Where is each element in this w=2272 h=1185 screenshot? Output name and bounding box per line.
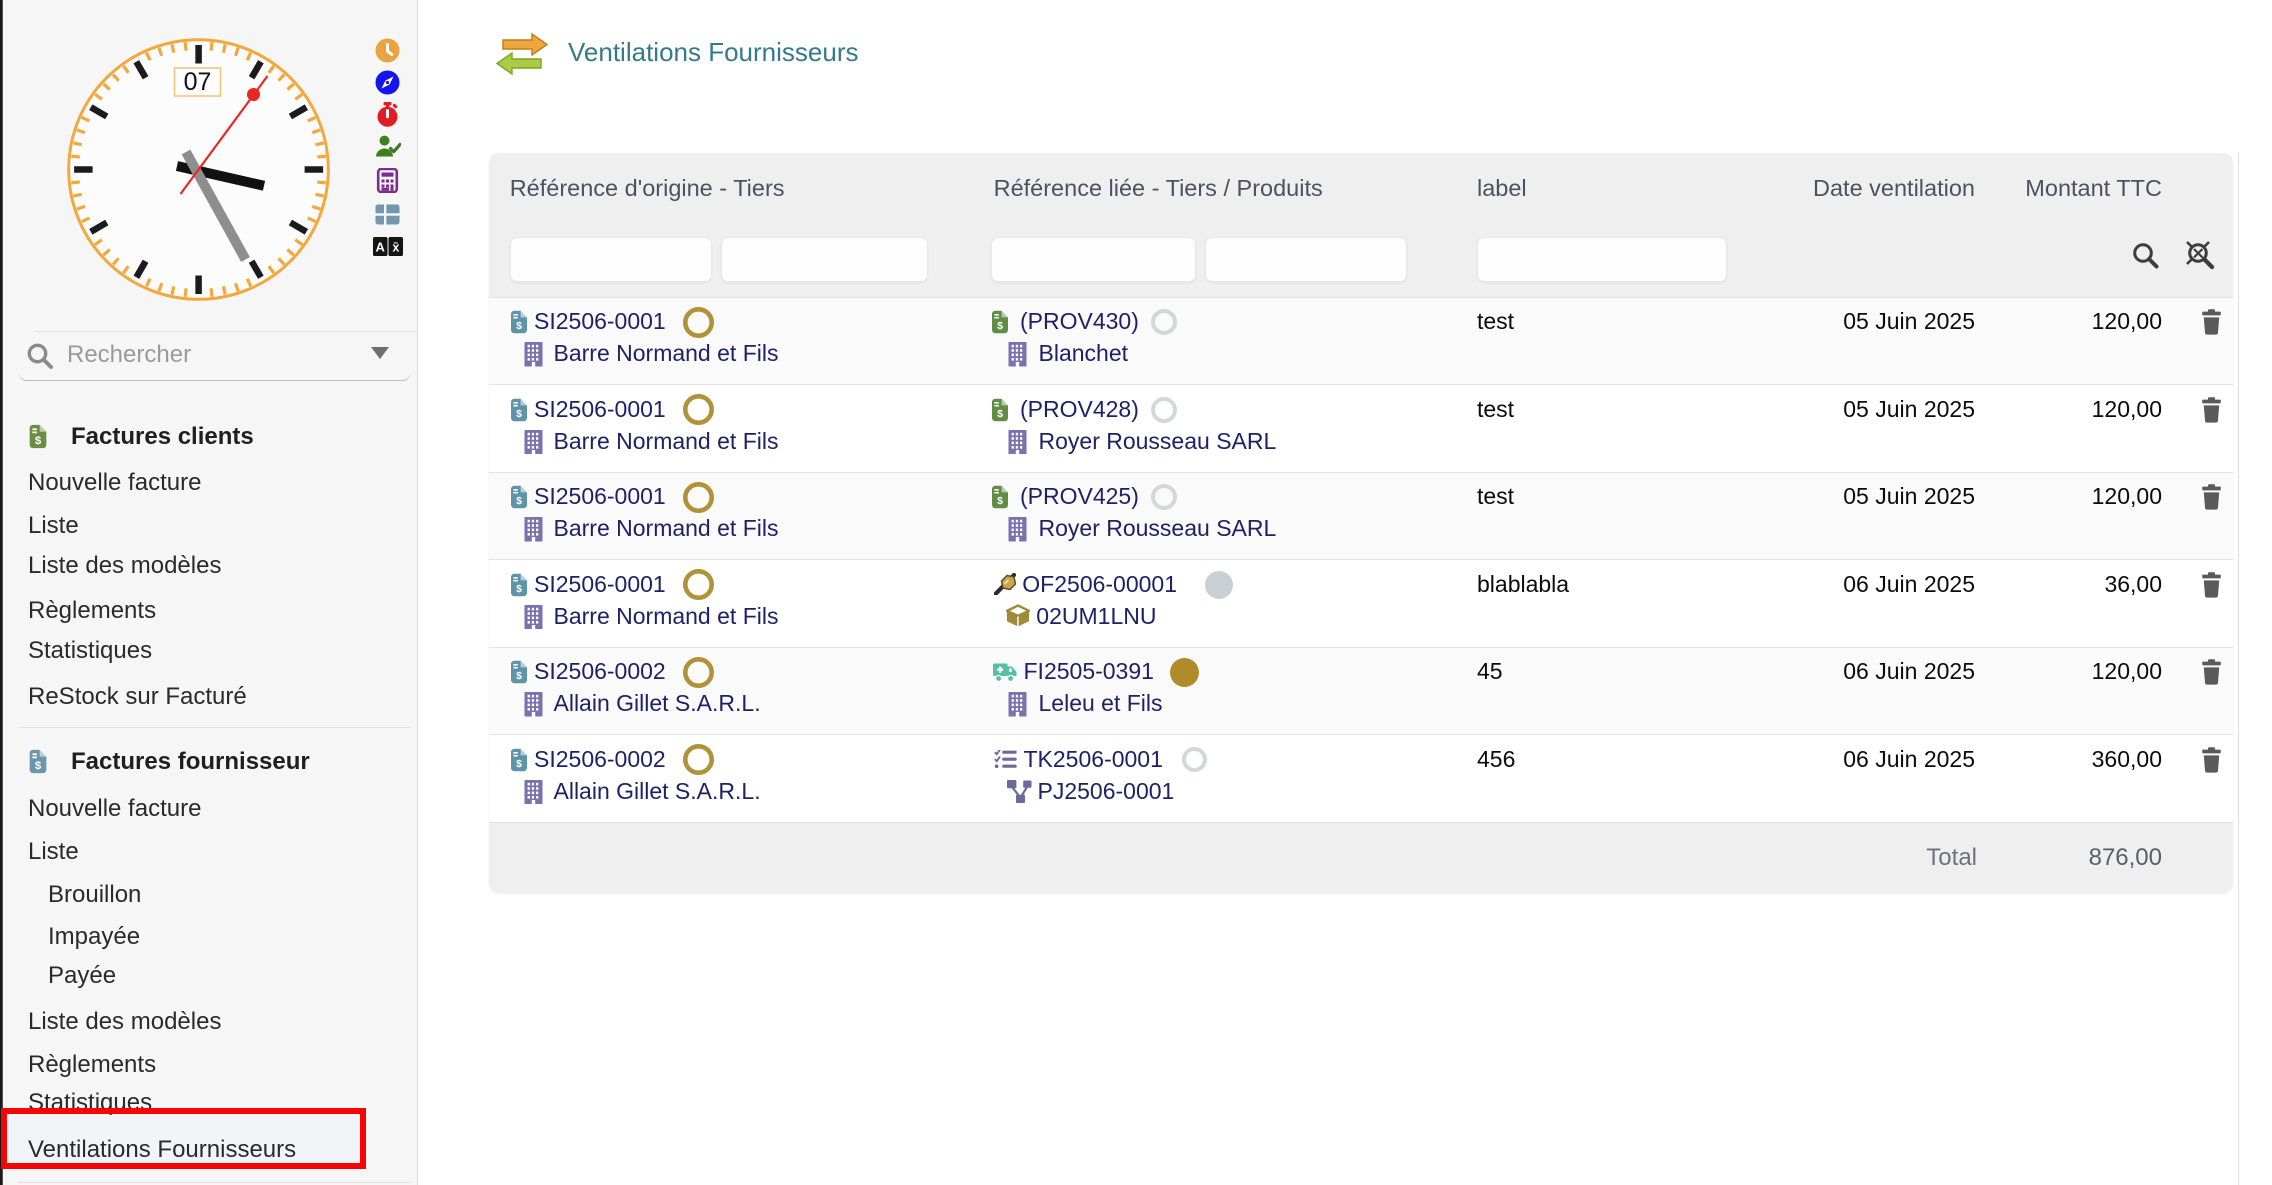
svg-text:x̄: x̄ xyxy=(392,240,399,254)
svg-text:$: $ xyxy=(516,407,522,419)
svg-text:A: A xyxy=(376,240,386,255)
svg-text:$: $ xyxy=(997,407,1003,419)
svg-text:$: $ xyxy=(516,495,522,507)
svg-text:07: 07 xyxy=(184,68,212,96)
svg-text:$: $ xyxy=(516,670,522,682)
svg-text:$: $ xyxy=(516,757,522,769)
svg-text:$: $ xyxy=(35,435,42,447)
svg-text:$: $ xyxy=(516,320,522,332)
svg-text:$: $ xyxy=(997,495,1003,507)
svg-text:$: $ xyxy=(516,582,522,594)
svg-text:$: $ xyxy=(997,320,1003,332)
svg-text:$: $ xyxy=(35,760,42,772)
